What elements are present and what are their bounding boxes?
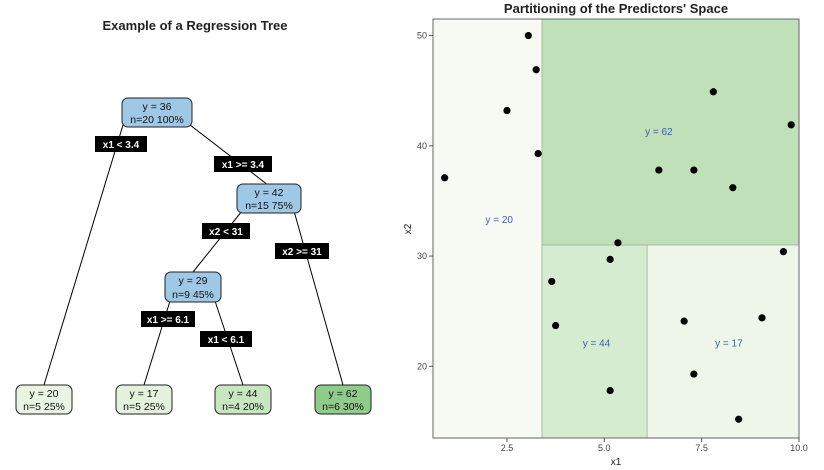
y-axis-ticks: 20 30 40 50	[417, 31, 433, 371]
node-value: y = 29	[179, 275, 208, 287]
data-point	[534, 149, 542, 158]
node-value: y = 42	[255, 187, 284, 199]
y-axis-label: x2	[403, 223, 414, 234]
split-label: x2 >= 31	[275, 243, 329, 259]
split-label-bg	[95, 136, 147, 152]
data-point	[548, 277, 556, 286]
split-label-bg	[214, 156, 272, 172]
leaf-count: n=5 25%	[123, 401, 165, 413]
split-label-bg	[200, 331, 252, 347]
node-leaf4: y = 62 n=6 30%	[314, 384, 372, 415]
data-point	[524, 31, 532, 40]
partition-region	[541, 18, 800, 246]
tree-nodes: y = 36 n=20 100% y = 42 n=15 75% y = 29 …	[15, 97, 372, 415]
data-point	[532, 66, 540, 74]
chart-title: Partitioning of the Predictors' Space	[504, 1, 728, 16]
y-tick-label: 30	[417, 251, 427, 261]
x-axis-ticks: 2.5 5.0 7.5 10.0	[501, 438, 808, 453]
data-point	[758, 314, 766, 322]
node-n2: y = 42 n=15 75%	[236, 183, 302, 214]
node-box	[236, 183, 302, 214]
split-label: x2 < 31	[202, 223, 250, 239]
edge-n2-leaf4	[293, 210, 344, 386]
x-tick-label: 5.0	[598, 443, 611, 453]
data-point	[690, 166, 698, 174]
node-root: y = 36 n=20 100%	[121, 97, 193, 128]
x-tick-label: 7.5	[695, 443, 708, 453]
chart-points	[441, 31, 795, 423]
chart-region-labels: y = 20 y = 62 y = 44 y = 17	[485, 127, 743, 350]
data-point	[552, 321, 560, 330]
node-leaf2: y = 17 n=5 25%	[115, 384, 173, 415]
data-point	[787, 121, 795, 129]
data-point	[606, 386, 614, 395]
node-box	[121, 97, 193, 128]
data-point	[441, 174, 449, 182]
x-tick-label: 10.0	[790, 443, 808, 453]
split-label-text: x1 >= 6.1	[147, 315, 190, 326]
leaf-count: n=4 20%	[222, 401, 264, 413]
leaf-value: y = 44	[229, 388, 258, 400]
split-label-text: x1 >= 3.4	[222, 160, 265, 171]
region-label: y = 17	[715, 338, 743, 349]
split-label-text: x1 < 3.4	[103, 140, 140, 151]
partition-region	[432, 18, 543, 439]
split-label: x1 >= 6.1	[141, 311, 195, 327]
leaf-box	[15, 384, 73, 415]
x-axis-label: x1	[611, 457, 622, 468]
chart-regions	[432, 18, 800, 439]
partition-region	[646, 244, 800, 439]
data-point	[729, 184, 737, 192]
region-label: y = 62	[645, 127, 673, 138]
node-leaf3: y = 44 n=4 20%	[214, 384, 272, 415]
region-label: y = 20	[485, 215, 513, 226]
split-label: x1 < 6.1	[200, 331, 252, 347]
split-label: x1 >= 3.4	[214, 156, 272, 172]
data-point	[709, 88, 717, 96]
split-label: x1 < 3.4	[95, 136, 147, 152]
node-count: n=20 100%	[130, 114, 183, 126]
split-labels: x1 < 3.4 x1 >= 3.4 x2 < 31 x2 >= 31 x1 >…	[95, 136, 329, 347]
data-point	[779, 248, 788, 256]
node-count: n=9 45%	[172, 289, 214, 301]
leaf-count: n=5 25%	[23, 401, 65, 413]
split-label-text: x2 >= 31	[282, 247, 322, 258]
y-tick-label: 50	[417, 31, 427, 41]
data-point	[606, 255, 614, 263]
node-leaf1: y = 20 n=5 25%	[15, 384, 73, 415]
leaf-box	[115, 384, 173, 415]
node-count: n=15 75%	[245, 200, 293, 212]
data-point	[503, 106, 511, 115]
region-label: y = 44	[583, 338, 611, 349]
split-label-bg	[275, 243, 329, 259]
plot-frame	[432, 18, 800, 439]
split-label-text: x2 < 31	[209, 227, 243, 238]
x-tick-label: 2.5	[501, 443, 514, 453]
data-point	[735, 415, 743, 423]
data-point	[655, 166, 663, 174]
data-point	[690, 370, 698, 378]
leaf-value: y = 20	[30, 388, 59, 400]
split-label-bg	[141, 311, 195, 327]
edge-root-n2	[189, 124, 269, 186]
node-n3: y = 29 n=9 45%	[164, 271, 222, 303]
leaf-value: y = 17	[130, 388, 159, 400]
tree-title: Example of a Regression Tree	[103, 18, 288, 33]
y-tick-label: 20	[417, 361, 427, 371]
edge-root-leaf1	[43, 124, 124, 386]
split-label-text: x1 < 6.1	[208, 335, 245, 346]
leaf-box	[214, 384, 272, 415]
y-tick-label: 40	[417, 141, 427, 151]
split-label-bg	[202, 223, 250, 239]
leaf-value: y = 62	[329, 388, 358, 400]
edge-n2-n3	[192, 210, 243, 273]
data-point	[680, 317, 688, 325]
node-value: y = 36	[143, 101, 172, 113]
node-box	[164, 271, 222, 303]
data-point	[614, 239, 622, 247]
leaf-box	[314, 384, 372, 415]
leaf-count: n=6 30%	[322, 401, 364, 413]
